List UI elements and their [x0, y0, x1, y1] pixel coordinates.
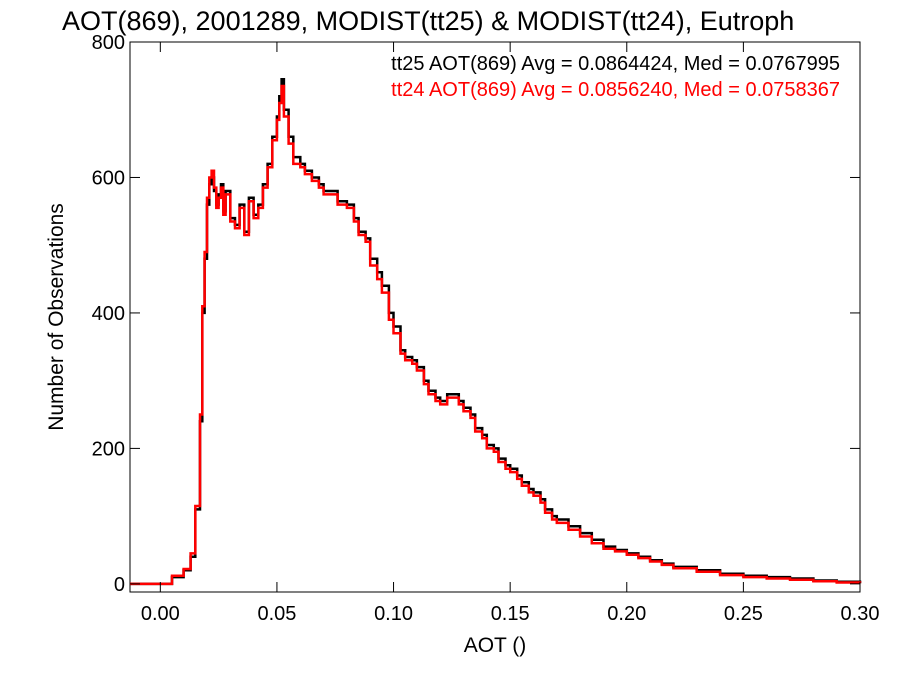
x-tick-label: 0.05	[257, 603, 296, 625]
series-line-tt25	[130, 78, 862, 586]
x-tick-label: 0.10	[374, 603, 413, 625]
y-tick-label: 0	[114, 574, 125, 596]
y-axis-label: Number of Observations	[45, 203, 68, 431]
x-tick-label: 0.15	[491, 603, 530, 625]
plot-area: 0.00 0.05 0.10 0.15 0.20 0.25 0.30 0 200 400 600 8…	[92, 32, 880, 625]
x-axis-label: AOT ()	[464, 634, 527, 657]
plot-frame	[129, 41, 861, 593]
x-tick-label: 0.20	[607, 603, 646, 625]
series-group	[130, 78, 862, 586]
legend-tt24: tt24 AOT(869) Avg = 0.0856240, Med = 0.0…	[391, 79, 840, 101]
y-tick-label: 800	[92, 32, 125, 54]
chart-title: AOT(869), 2001289, MODIST(tt25) & MODIST…	[62, 6, 794, 36]
x-tick-label: 0.00	[141, 603, 180, 625]
y-tick-label: 200	[92, 438, 125, 460]
x-axis-ticks: 0.00 0.05 0.10 0.15 0.20 0.25 0.30	[141, 42, 880, 625]
y-tick-label: 600	[92, 167, 125, 189]
y-axis-ticks: 0 200 400 600 800	[92, 32, 860, 596]
y-tick-label: 400	[92, 303, 125, 325]
legend-tt25: tt25 AOT(869) Avg = 0.0864424, Med = 0.0…	[391, 53, 840, 75]
series-line-tt24	[130, 84, 862, 586]
x-tick-label: 0.25	[724, 603, 763, 625]
x-tick-label: 0.30	[841, 603, 880, 625]
